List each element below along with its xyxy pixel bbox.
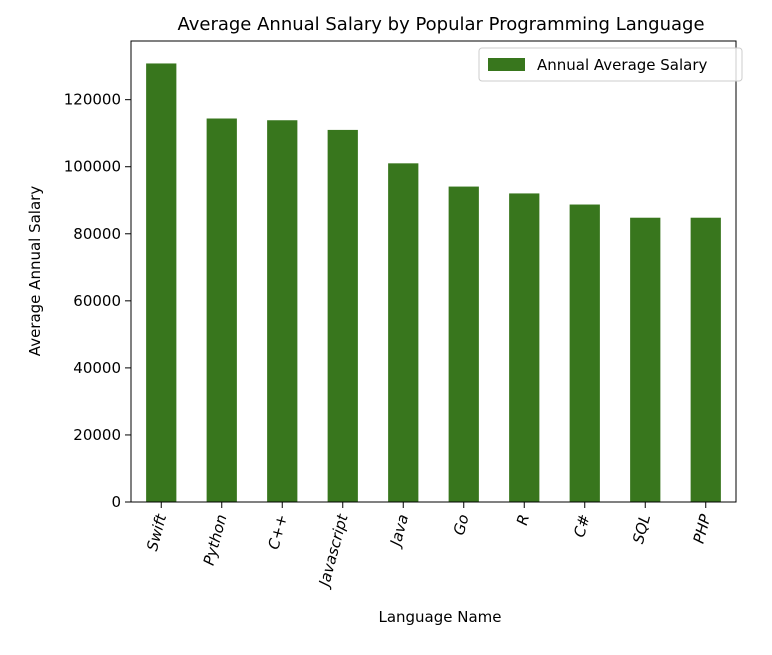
legend: Annual Average Salary [478,47,743,82]
plot-area [146,63,721,503]
legend-swatch [488,58,525,71]
bar-python [206,118,237,502]
y-axis: 0 20000 40000 60000 80000 100000 120000 [64,91,131,511]
bar-javascript [327,129,358,502]
bar-c [267,120,298,503]
legend-frame [478,47,743,82]
y-tick-label: 80000 [73,225,121,243]
x-axis-label: Language Name [378,608,501,626]
bar-sql [630,217,661,502]
x-tick-label: Javascript [314,511,351,591]
y-tick-label: 120000 [64,91,121,109]
x-tick-label: SQL [629,512,654,545]
y-tick-label: 0 [111,493,121,511]
plot-frame [130,40,737,503]
x-tick-label: R [513,512,533,527]
x-tick-label: Python [200,512,231,567]
x-tick-label: PHP [690,511,715,545]
bar-php [690,217,721,502]
x-tick-label: Java [386,512,412,550]
x-tick-label: Go [450,512,473,537]
x-tick-label: C# [570,512,593,539]
bar-c [569,204,600,502]
bar-r [509,193,540,502]
bar-java [388,163,419,502]
y-axis-label: Average Annual Salary [26,186,44,357]
y-tick-label: 20000 [73,426,121,444]
bar-swift [146,63,177,502]
x-tick-label: C++ [265,512,292,551]
x-tick-label: Swift [143,511,170,553]
y-tick-label: 100000 [64,158,121,176]
y-tick-label: 40000 [73,359,121,377]
y-tick-label: 60000 [73,292,121,310]
legend-entry: Annual Average Salary [537,56,708,74]
x-axis: Swift Python C++ Javascript Java Go R C# SQL PHP [143,502,715,591]
chart-title: Average Annual Salary by Popular Program… [177,14,704,35]
bar-go [448,186,479,502]
